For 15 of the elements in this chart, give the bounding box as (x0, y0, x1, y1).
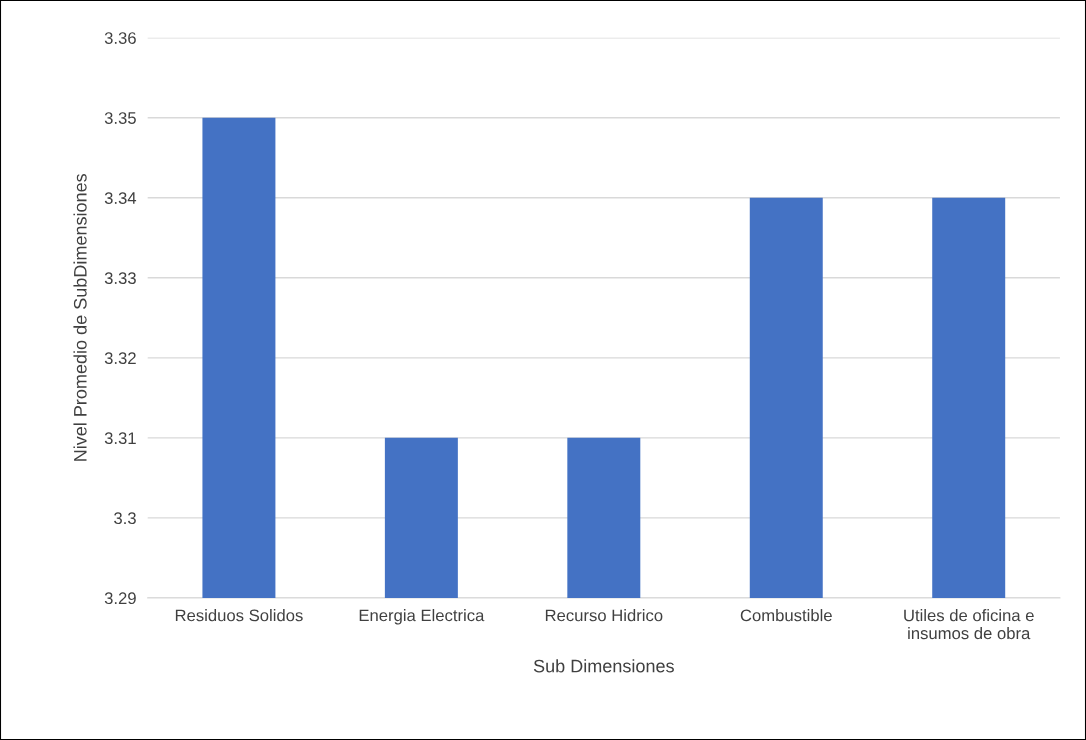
y-tick-label: 3.34 (104, 192, 137, 204)
x-tick-label: Combustible (740, 609, 832, 622)
y-tick-label: 3.31 (104, 432, 136, 445)
y-tick-label: 3.36 (104, 32, 136, 44)
y-tick-label: 3.35 (104, 112, 136, 124)
y-axis-title: Nivel Promedio de SubDimensiones (73, 173, 87, 461)
y-tick-label: 3.29 (104, 592, 136, 605)
x-tick-label: Residuos Solidos (175, 609, 303, 622)
x-axis-title: Sub Dimensiones (533, 659, 674, 673)
y-tick-label: 3.33 (104, 272, 136, 285)
x-tick-label: Energia Electrica (359, 609, 485, 625)
x-tick-label: Utiles de oficina e insumos de obra (904, 609, 1034, 640)
y-tick-label: 3.3 (114, 512, 136, 525)
x-tick-label: Recurso Hidrico (545, 609, 663, 622)
y-tick-label: 3.32 (104, 352, 136, 365)
